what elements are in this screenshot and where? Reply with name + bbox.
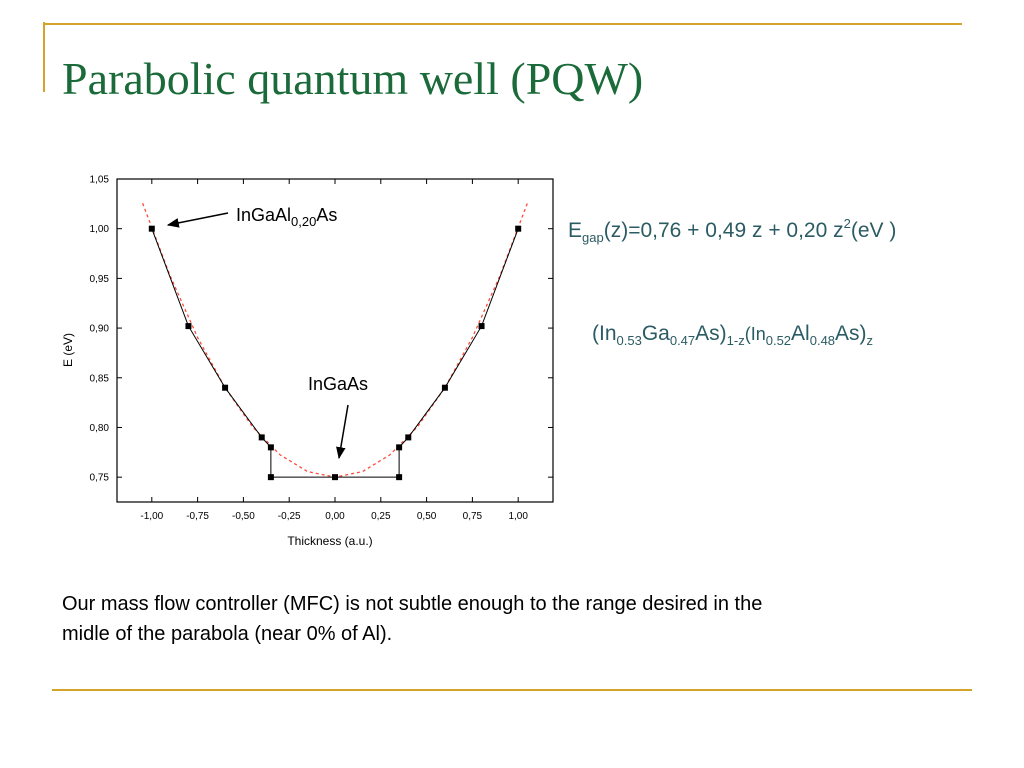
- data-point: [222, 384, 229, 391]
- data-point: [267, 444, 274, 451]
- y-tick-label: 0,80: [90, 423, 110, 434]
- equation: Egap(z)=0,76 + 0,49 z + 0,20 z2(eV ): [568, 216, 896, 245]
- annotation: InGaAl0,20As: [236, 205, 337, 229]
- x-axis-label: Thickness (a.u.): [287, 534, 372, 548]
- y-tick-label: 0,85: [90, 373, 110, 384]
- annotation-arrow: [336, 404, 349, 460]
- slide-title: Parabolic quantum well (PQW): [62, 53, 643, 104]
- data-point: [441, 384, 448, 391]
- data-point: [396, 474, 403, 481]
- y-axis-label: E (eV): [61, 333, 75, 367]
- x-tick-label: 0,75: [463, 511, 483, 522]
- x-tick-label: -0,75: [186, 511, 209, 522]
- annotation: InGaAs: [308, 374, 368, 394]
- data-point: [185, 323, 192, 330]
- data-point: [405, 434, 412, 441]
- data-point: [396, 444, 403, 451]
- annotation-arrow: [166, 212, 229, 228]
- y-tick-label: 1,05: [90, 175, 110, 186]
- data-point: [332, 474, 338, 481]
- x-tick-label: 0,00: [325, 511, 345, 522]
- data-point: [148, 225, 155, 232]
- x-tick-label: -0,50: [232, 511, 255, 522]
- data-point: [258, 434, 265, 441]
- y-tick-label: 0,90: [90, 324, 110, 335]
- body-text: midle of the parabola (near 0% of Al).: [62, 623, 392, 645]
- x-tick-label: 0,50: [417, 511, 437, 522]
- y-tick-label: 0,95: [90, 274, 110, 285]
- series-line: [142, 203, 528, 478]
- x-tick-label: 1,00: [508, 511, 528, 522]
- body-text: Our mass flow controller (MFC) is not su…: [62, 593, 762, 615]
- data-point: [478, 323, 485, 330]
- x-tick-label: -0,25: [278, 511, 301, 522]
- x-tick-label: 0,25: [371, 511, 391, 522]
- chart: Thickness (a.u.) E (eV) InGaAl0,20As InG…: [61, 175, 554, 548]
- data-point: [267, 474, 274, 481]
- y-tick-label: 0,75: [90, 473, 110, 484]
- y-tick-label: 1,00: [90, 224, 110, 235]
- plot-frame: [116, 178, 554, 503]
- data-point: [515, 225, 522, 232]
- equation: (In0.53Ga0.47As)1-z(In0.52Al0.48As)z: [592, 322, 873, 348]
- x-tick-label: -1,00: [140, 511, 163, 522]
